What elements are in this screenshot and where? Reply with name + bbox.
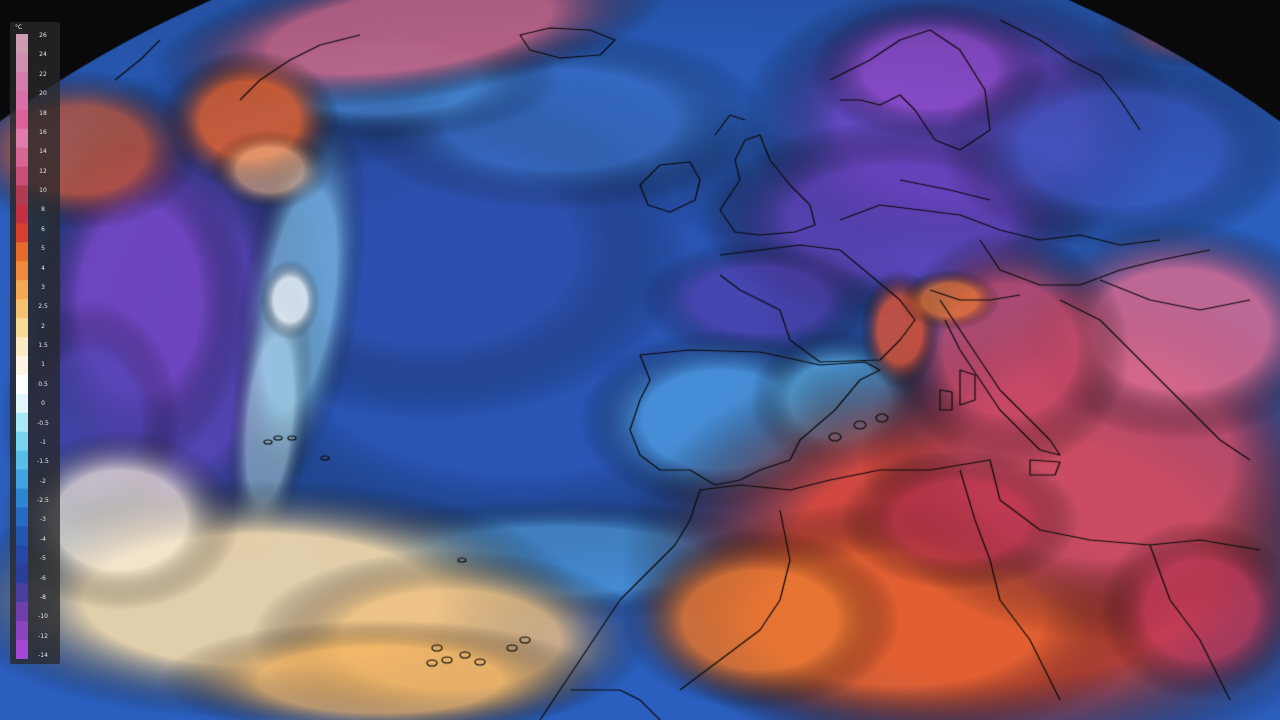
legend-tick-label: -6: [40, 574, 46, 582]
legend-color-step: [16, 412, 28, 433]
legend-color-step: [16, 393, 28, 414]
legend-tick-label: -1: [40, 438, 46, 446]
legend-color-step: [16, 318, 28, 338]
legend-color-step: [16, 223, 28, 243]
legend-color-step: [16, 299, 28, 319]
legend-color-step: [16, 564, 28, 584]
legend-tick-label: 1: [41, 361, 45, 369]
legend-tick-label: 3: [41, 283, 45, 291]
legend-color-step: [16, 71, 28, 92]
legend-color-step: [16, 166, 28, 187]
legend-tick-label: 12: [39, 167, 47, 175]
legend-color-step: [16, 507, 28, 528]
legend-color-step: [16, 261, 28, 281]
legend-tick-label: 10: [39, 187, 47, 194]
legend-tick-label: 6: [41, 225, 45, 233]
legend-color-step: [16, 450, 28, 471]
legend-tick-label: 2.5: [38, 303, 48, 311]
legend-color-step: [16, 602, 28, 622]
legend-tick-label: -12: [38, 632, 48, 640]
legend-tick-label: 0.5: [38, 380, 48, 388]
legend-color-step: [16, 34, 28, 54]
legend-color-step: [16, 109, 28, 130]
legend-color-step: [16, 583, 28, 603]
legend-tick-label: -8: [40, 593, 46, 601]
legend-tick-label: 24: [39, 51, 47, 59]
legend-color-step: [16, 374, 28, 395]
legend-color-step: [16, 280, 28, 300]
legend-tick-label: 20: [39, 90, 47, 98]
legend-color-step: [16, 488, 28, 509]
legend-tick-label: 18: [39, 109, 47, 117]
legend-color-step: [16, 431, 28, 452]
legend-tick-label: 5: [41, 245, 45, 253]
legend-tick-label: 1.5: [38, 342, 48, 349]
legend-color-step: [16, 640, 28, 659]
legend-color-step: [16, 545, 28, 565]
legend-tick-label: -4: [40, 535, 46, 543]
legend-tick-label: 16: [39, 128, 47, 136]
legend-tick-label: 0: [41, 400, 45, 408]
legend-tick-label: 26: [39, 32, 47, 39]
legend-tick-label: -14: [38, 652, 48, 659]
legend-tick-label: 2: [41, 322, 45, 330]
legend-tick-label: -5: [40, 555, 46, 563]
legend-color-step: [16, 621, 28, 641]
legend-color-bar: [16, 34, 28, 659]
legend-tick-label: -10: [38, 613, 48, 621]
legend-color-step: [16, 90, 28, 111]
legend-color-step: [16, 185, 28, 206]
legend-tick-label: 8: [41, 206, 45, 214]
legend-color-step: [16, 52, 28, 73]
legend-color-step: [16, 469, 28, 490]
legend-color-step: [16, 526, 28, 546]
legend-tick-label: 22: [39, 70, 47, 78]
legend-color-step: [16, 147, 28, 168]
color-scale-legend: °C 26 24 22 20 18 16 14 12 10 8 6 5 4 3 2.5 2 1.5 1 0.5 0 -0…: [10, 22, 60, 664]
legend-unit-label: °C: [15, 24, 23, 31]
legend-color-step: [16, 204, 28, 224]
legend-color-step: [16, 337, 28, 357]
legend-tick-label: -2.5: [37, 497, 49, 504]
legend-tick-label: -2: [40, 477, 46, 485]
legend-tick-label: 4: [41, 264, 45, 272]
legend-tick-label: -3: [40, 516, 46, 524]
legend-color-step: [16, 242, 28, 262]
legend-tick-label: -1.5: [37, 458, 49, 466]
legend-tick-label: -0.5: [37, 419, 49, 427]
legend-color-step: [16, 355, 28, 376]
legend-tick-label: 14: [39, 148, 47, 156]
legend-color-step: [16, 128, 28, 149]
